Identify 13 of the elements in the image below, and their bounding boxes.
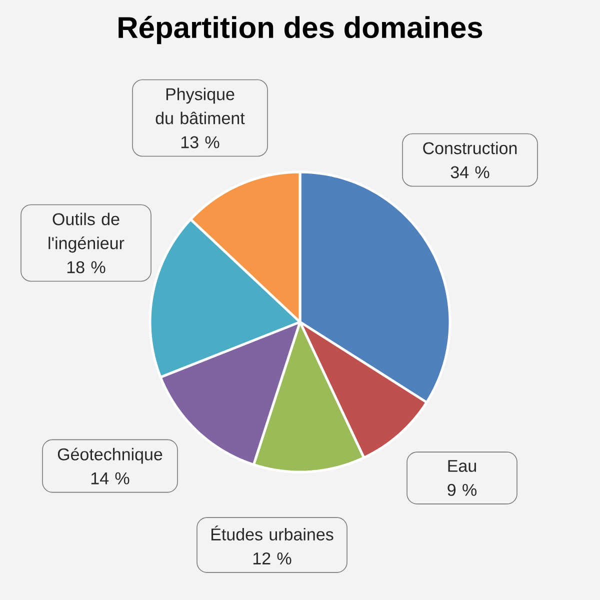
data-label: 18 %: [67, 261, 106, 274]
data-label: 14 %: [91, 472, 130, 484]
slice-label: Construction: [423, 142, 517, 154]
data-label: 34 %: [450, 166, 490, 178]
data-label: 13 %: [181, 136, 220, 148]
data-label: 9 %: [448, 484, 477, 496]
slice-label: Études urbaines: [211, 526, 334, 540]
slice-label: Physique du bâtiment: [156, 88, 245, 124]
slice-label: Eau: [448, 460, 476, 472]
slice-label: Outils de l'ingénieur: [48, 212, 124, 253]
slice-label: Géotechnique: [58, 448, 162, 464]
data-label: 12 %: [253, 552, 292, 564]
chart-title: Répartition des domaines: [118, 16, 482, 44]
